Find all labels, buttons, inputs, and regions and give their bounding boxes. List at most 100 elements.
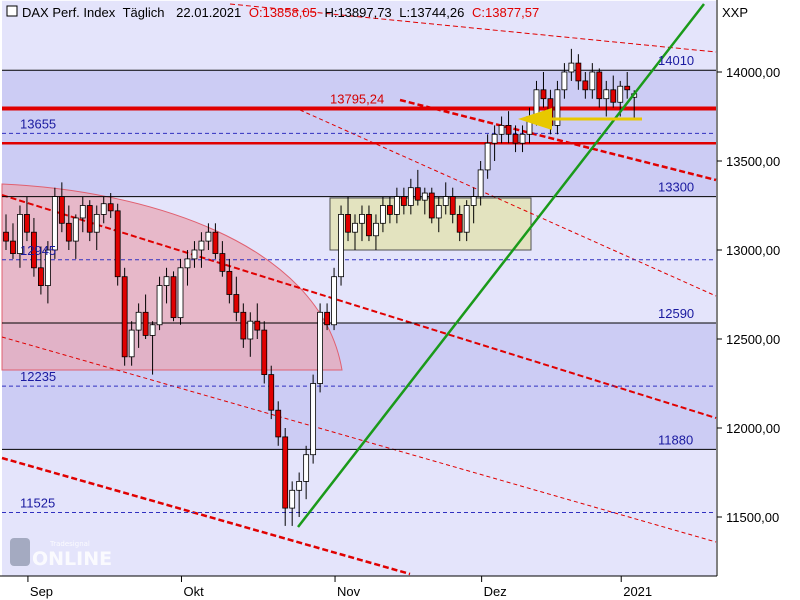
candle: [324, 303, 330, 331]
candle: [247, 312, 254, 357]
chart-header: DAX Perf. Index Täglich 22.01.2021 O:138…: [22, 5, 539, 20]
candle: [65, 205, 72, 250]
candle: [79, 196, 86, 233]
candle: [240, 303, 247, 348]
y-tick-label: 12500,00: [726, 332, 780, 347]
candle: [352, 214, 358, 250]
candle: [512, 125, 519, 153]
candle: [275, 401, 282, 446]
header-instrument: DAX Perf. Index: [22, 5, 116, 20]
candle: [400, 187, 407, 215]
candle: [596, 68, 603, 108]
candle: [582, 72, 589, 99]
candle: [3, 214, 9, 250]
candle: [163, 267, 170, 304]
candle: [226, 258, 233, 304]
candle: [338, 205, 344, 286]
candle: [575, 54, 582, 90]
y-tick-label: 12000,00: [726, 421, 780, 436]
candle: [121, 267, 128, 366]
candle: [484, 134, 491, 179]
header-date: 22.01.2021: [176, 5, 241, 20]
candle: [435, 196, 442, 233]
candlestick-series: [3, 48, 638, 526]
header-interval: Täglich: [123, 5, 165, 20]
candle: [86, 200, 93, 242]
candle: [31, 217, 37, 277]
header-checkbox[interactable]: [6, 5, 18, 17]
candle: [212, 223, 219, 259]
y-tick-label: 13000,00: [726, 243, 780, 258]
candle: [310, 374, 317, 464]
y-tick-label: 11500,00: [726, 510, 779, 525]
candle: [170, 271, 177, 322]
x-tick-label: Okt: [183, 584, 204, 599]
candle: [38, 246, 44, 295]
candle: [107, 193, 114, 218]
candle: [477, 161, 484, 206]
candle: [191, 241, 198, 268]
level-label: 12235: [20, 369, 56, 384]
candle: [268, 365, 275, 420]
level-label: 11525: [20, 496, 55, 511]
level-label: 13655: [20, 116, 56, 131]
level-label: 13300: [658, 180, 694, 195]
candle: [17, 205, 23, 268]
y-tick-label: 14000,00: [726, 65, 780, 80]
level-label: 14010: [658, 53, 694, 68]
header-low: L:13744,26: [399, 5, 464, 20]
candle: [303, 445, 310, 500]
candle: [93, 205, 100, 250]
candle: [568, 48, 575, 81]
candle: [505, 111, 512, 144]
y-axis-ticks: 11500,00 12000,00 12500,00 13000,00 13500,00…: [717, 65, 780, 525]
candle: [519, 125, 526, 153]
candle: [463, 200, 470, 242]
candle: [219, 241, 226, 277]
symbol-label: XXP: [722, 5, 748, 20]
candle: [540, 72, 547, 108]
candle: [149, 321, 156, 375]
level-label: 12945: [20, 243, 56, 258]
x-tick-label: Sep: [30, 584, 53, 599]
candle: [470, 187, 477, 224]
header-high: H:13897,73: [324, 5, 391, 20]
candle: [51, 187, 58, 259]
watermark-big: ONLINE: [32, 548, 112, 570]
uptrend-line: [297, 3, 705, 528]
candle: [114, 203, 121, 286]
candle: [589, 63, 596, 99]
x-tick-label: Nov: [337, 584, 361, 599]
horizontal-levels: [2, 69, 716, 514]
candle: [10, 223, 16, 259]
candle: [72, 214, 79, 259]
x-tick-label: 2021: [623, 584, 652, 599]
candle: [142, 294, 149, 339]
candle: [359, 205, 365, 242]
watermark-small: Tradesignal: [49, 540, 90, 548]
candle: [198, 232, 205, 268]
level-label: 13795,24: [330, 91, 384, 106]
level-labels: 14010 13795,24 13655 13300 12945 12590 12235 11…: [20, 53, 694, 510]
x-tick-label: Dez: [484, 584, 507, 599]
candle: [380, 196, 386, 233]
candle: [421, 187, 428, 215]
candle: [498, 116, 505, 144]
candle: [233, 276, 240, 322]
candle: [282, 428, 289, 526]
candle: [414, 169, 421, 206]
candle: [331, 267, 337, 331]
candle: [128, 321, 135, 366]
header-open: O:13858,05: [249, 5, 317, 20]
candle: [373, 214, 379, 250]
candle: [296, 472, 303, 517]
candle: [289, 481, 296, 526]
x-axis-ticks: Sep Okt Nov Dez 2021: [27, 576, 652, 599]
candle: [456, 205, 463, 242]
candle: [561, 63, 568, 99]
candle: [449, 187, 456, 224]
candle: [254, 303, 261, 339]
candle: [100, 196, 107, 224]
candle: [135, 303, 142, 348]
